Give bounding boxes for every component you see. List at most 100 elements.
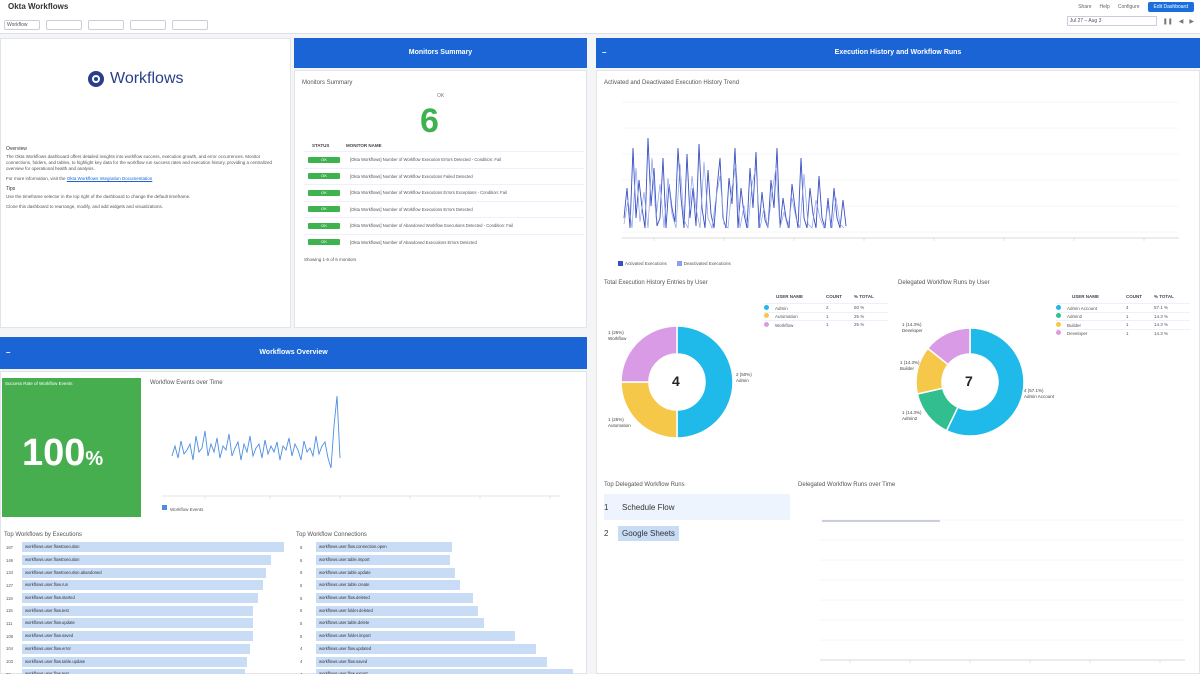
back-icon[interactable]: ◀ xyxy=(1178,18,1184,25)
item-bar[interactable]: workflows.user.flow.run xyxy=(22,580,264,591)
edit-dashboard-button[interactable]: Edit Dashboard xyxy=(1147,2,1194,12)
item-bar[interactable]: workflows.user.flow.export xyxy=(316,669,573,674)
list-item[interactable]: 118 workflows.user.flow.started xyxy=(6,592,286,605)
list-item[interactable]: 4 workflows.user.flow.updated xyxy=(300,643,580,656)
item-bar[interactable]: workflows.user.flow.test xyxy=(22,605,253,616)
item-bar[interactable]: workflows.user.flow.error xyxy=(22,643,250,654)
donut-slice[interactable] xyxy=(620,381,678,439)
table-row[interactable]: OK [Okta Workflows] Number of Workflow Ex… xyxy=(304,200,584,218)
workflows-info-panel xyxy=(0,38,291,328)
list-item[interactable]: 6 workflows.user.table.update xyxy=(300,566,580,579)
list-item[interactable]: 4 workflows.user.flow.saved xyxy=(300,655,580,668)
list-item[interactable]: 6 workflows.user.table.import xyxy=(300,554,580,567)
configure-button[interactable]: Configure xyxy=(1117,4,1140,10)
list-item[interactable]: 103 workflows.user.flow.table.update xyxy=(6,655,286,668)
table-row[interactable]: Admin2 1 14.3 % xyxy=(1056,311,1190,321)
list-item[interactable]: 8 workflows.user.flow.connection.open xyxy=(300,541,580,554)
item-bar[interactable]: workflows.user.flowExecution xyxy=(22,542,284,553)
table-row[interactable]: Workflow 1 25 % xyxy=(764,320,888,329)
item-bar[interactable]: workflows.user.flowExecution.abandoned xyxy=(22,567,266,578)
list-item[interactable]: 134 workflows.user.flowExecution.abandone… xyxy=(6,566,286,579)
donut-slice[interactable] xyxy=(620,325,678,383)
item-count: 5 xyxy=(300,620,303,626)
list-item[interactable]: 1 Schedule Flow xyxy=(604,494,790,520)
table-row[interactable]: OK [Okta Workflows] Number of Workflow Ex… xyxy=(304,167,584,185)
collapse-icon[interactable]: – xyxy=(6,348,11,357)
list-item[interactable]: 5 workflows.user.table.create xyxy=(300,579,580,592)
item-bar[interactable]: workflows.user.folder.deleted xyxy=(316,605,479,616)
table-row[interactable]: OK [Okta Workflows] Number of Abandoned W… xyxy=(304,217,584,234)
filter-1[interactable]: Workflow xyxy=(4,14,40,30)
monitors-summary-header[interactable]: Monitors Summary xyxy=(294,38,587,68)
list-item[interactable]: 111 workflows.user.flow.update xyxy=(6,617,286,630)
share-button[interactable]: Share xyxy=(1078,4,1092,10)
item-bar[interactable]: workflows.user.table.delete xyxy=(316,618,484,629)
item-bar[interactable]: workflows.user.flow.test xyxy=(22,669,245,674)
collapse-icon[interactable]: – xyxy=(602,48,607,57)
item-count: 99 xyxy=(6,672,22,674)
table-row[interactable]: Admin 2 50 % xyxy=(764,303,888,312)
table-row[interactable]: Automation 1 25 % xyxy=(764,311,888,321)
item-bar[interactable]: workflows.user.flow.saved xyxy=(316,656,547,667)
item-bar[interactable]: workflows.user.table.create xyxy=(316,580,461,591)
item-bar[interactable]: workflows.user.flow.started xyxy=(22,593,258,604)
ok-label: OK xyxy=(437,93,445,99)
item-bar[interactable]: workflows.user.flow.update xyxy=(22,618,253,629)
item-bar[interactable]: workflows.user.flow.table.update xyxy=(22,656,248,667)
item-count: 118 xyxy=(6,595,13,601)
donut-slice[interactable] xyxy=(945,327,1025,437)
item-bar[interactable]: workflows.user.flow.updated xyxy=(316,643,537,654)
table-row[interactable]: Developer 1 14.3 % xyxy=(1056,328,1190,338)
filter-4[interactable] xyxy=(130,14,166,30)
donut-slice[interactable] xyxy=(676,325,734,439)
filter-3[interactable] xyxy=(88,14,124,30)
table-row[interactable]: OK [Okta Workflows] Number of Workflow Ex… xyxy=(304,151,584,168)
donut2-chart xyxy=(915,327,1025,437)
list-item[interactable]: 127 workflows.user.flow.run xyxy=(6,579,286,592)
filter-2[interactable] xyxy=(46,14,82,30)
list-item[interactable]: 104 workflows.user.flow.error xyxy=(6,643,286,656)
table-row[interactable]: OK [Okta Workflows] Number of Workflow Ex… xyxy=(304,184,584,201)
list-item[interactable]: 5 workflows.user.table.delete xyxy=(300,617,580,630)
item-bar[interactable]: workflows.user.flowExecution xyxy=(22,555,271,566)
forward-icon[interactable]: ▶ xyxy=(1189,18,1194,25)
events-chart-title: Workflow Events over Time xyxy=(150,380,223,386)
list-item[interactable]: 5 workflows.user.folder.import xyxy=(300,630,580,643)
list-item[interactable]: 5 workflows.user.flow.deleted xyxy=(300,592,580,605)
execution-history-header[interactable]: – Execution History and Workflow Runs xyxy=(596,38,1200,68)
item-bar[interactable]: workflows.user.folder.import xyxy=(316,631,516,642)
list-item[interactable]: 108 workflows.user.flow.saved xyxy=(6,630,286,643)
item-bar[interactable]: workflows.user.flow.saved xyxy=(22,631,253,642)
docs-link[interactable]: Okta Workflows Integration Documentation xyxy=(66,176,153,181)
table-row[interactable]: OK [Okta Workflows] Number of Abandoned E… xyxy=(304,233,584,251)
table-row[interactable]: Builder 1 14.3 % xyxy=(1056,320,1190,329)
item-bar[interactable]: workflows.user.table.import xyxy=(316,555,450,566)
table-row[interactable]: Admin Account 4 57.1 % xyxy=(1056,303,1190,312)
list-item[interactable]: 115 workflows.user.flow.test xyxy=(6,604,286,617)
filter-5[interactable] xyxy=(172,14,208,30)
dashboard-title[interactable]: Okta Workflows xyxy=(8,2,69,11)
top-runs-title: Top Delegated Workflow Runs xyxy=(604,482,685,488)
workflows-overview-header[interactable]: – Workflows Overview xyxy=(0,337,587,369)
workflows-logo-icon xyxy=(88,71,104,87)
events-legend: Workflow Events xyxy=(170,507,204,512)
list-item[interactable]: 99workflows.user.flow.test xyxy=(6,668,286,674)
donut-slice[interactable] xyxy=(926,327,971,366)
execution-trend-legend: Activated Executions Deactivated Executi… xyxy=(618,261,731,267)
donut1-table: USER NAME COUNT% TOTAL Admin 2 50 % Automat… xyxy=(764,294,888,329)
list-item[interactable]: 5 workflows.user.folder.deleted xyxy=(300,604,580,617)
item-bar[interactable]: workflows.user.flow.deleted xyxy=(316,593,474,604)
help-button[interactable]: Help xyxy=(1099,4,1110,10)
donut2-title: Delegated Workflow Runs by User xyxy=(898,280,990,286)
list-item[interactable]: 167 workflows.user.flowExecution xyxy=(6,541,286,554)
list-item[interactable]: 146 workflows.user.flowExecution xyxy=(6,554,286,567)
status-badge: OK xyxy=(308,239,340,246)
item-bar[interactable]: workflows.user.flow.connection.open xyxy=(316,542,453,553)
item-count: 5 xyxy=(300,582,303,588)
item-bar[interactable]: workflows.user.table.update xyxy=(316,567,455,578)
item-count: 6 xyxy=(300,570,303,576)
list-item[interactable]: 2 Google Sheets xyxy=(604,520,790,546)
time-range-picker[interactable]: Jul 27 – Aug 3 xyxy=(1066,16,1157,26)
pause-icon[interactable]: ❚❚ xyxy=(1162,18,1173,25)
